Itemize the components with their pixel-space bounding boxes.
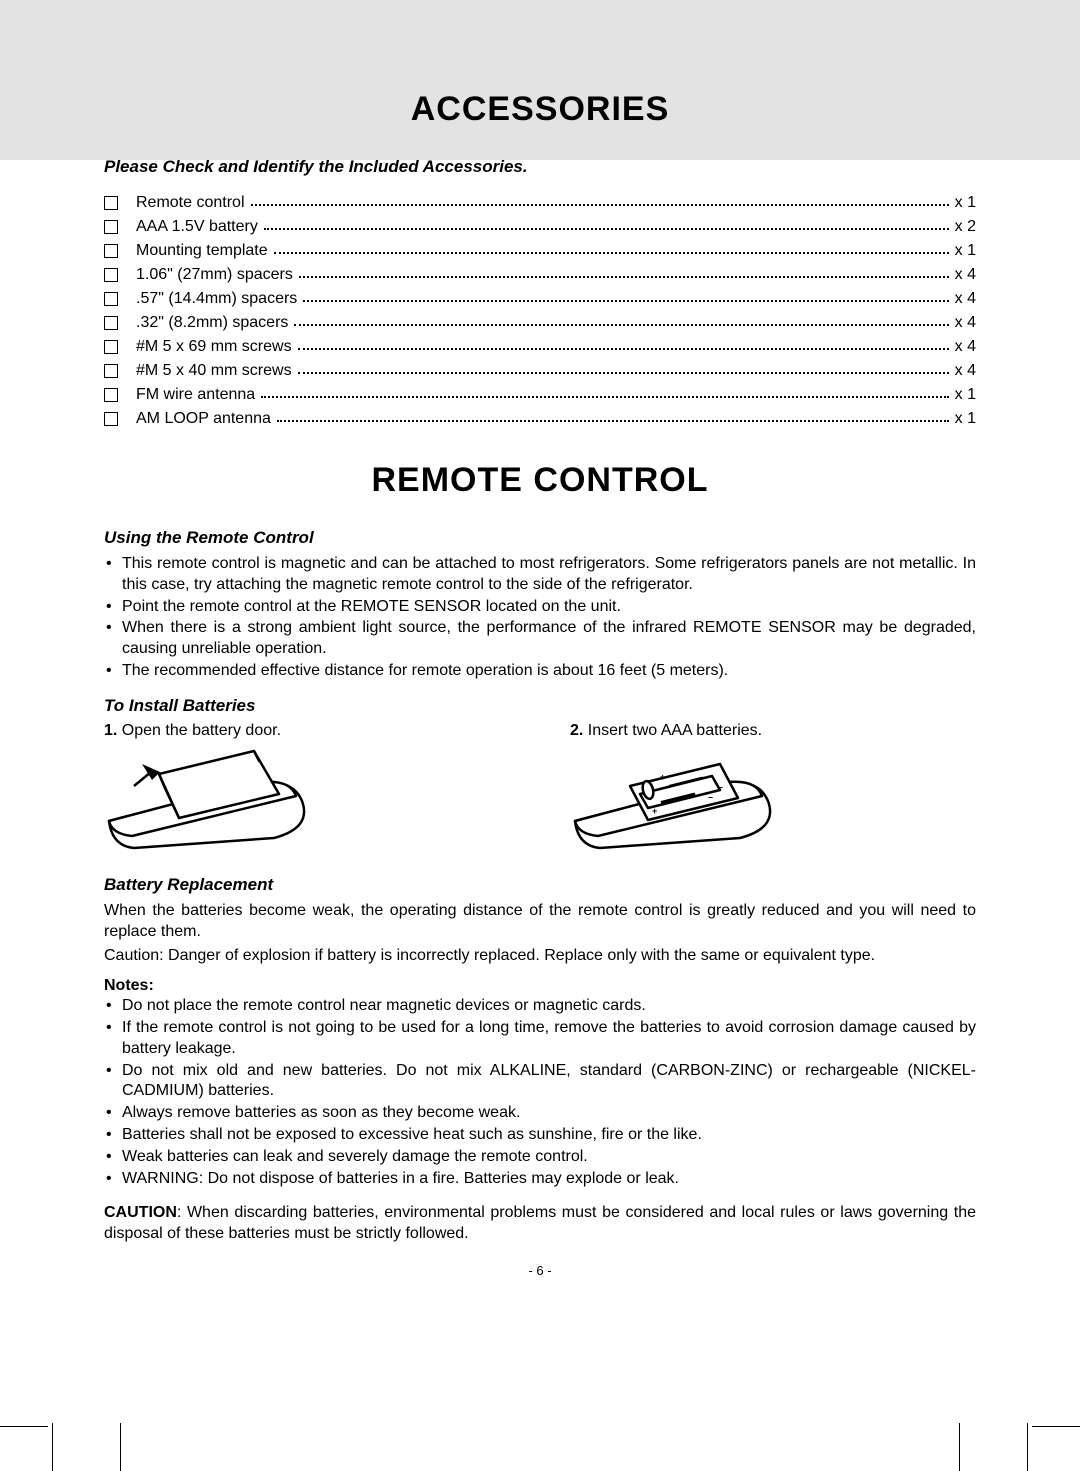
accessory-label: AM LOOP antenna (136, 410, 271, 428)
accessory-label: .32" (8.2mm) spacers (136, 314, 288, 332)
remote-heading: REMOTE CONTROL (104, 461, 976, 500)
accessory-qty: x 4 (955, 362, 976, 380)
accessories-list: Remote control x 1AAA 1.5V battery x 2Mo… (104, 191, 976, 431)
caution-para: CAUTION: When discarding batteries, envi… (104, 1203, 976, 1245)
accessory-label: #M 5 x 40 mm screws (136, 362, 292, 380)
list-item: If the remote control is not going to be… (104, 1018, 976, 1060)
battery-replacement-para-1: When the batteries become weak, the oper… (104, 901, 976, 943)
battery-replacement-subhead: Battery Replacement (104, 875, 976, 895)
list-item: Weak batteries can leak and severely dam… (104, 1147, 976, 1168)
remote-insert-illustration: + – + – (570, 740, 976, 861)
install-steps: 1. Open the battery door. (104, 722, 976, 861)
checkbox-icon (104, 244, 118, 258)
leader-dots (299, 268, 949, 278)
list-item: Batteries shall not be exposed to excess… (104, 1125, 976, 1146)
accessory-label: #M 5 x 69 mm screws (136, 338, 292, 356)
list-item: When there is a strong ambient light sou… (104, 618, 976, 660)
notes-list: Do not place the remote control near mag… (104, 996, 976, 1189)
accessory-qty: x 4 (955, 266, 976, 284)
checkbox-icon (104, 412, 118, 426)
caution-text: : When discarding batteries, environment… (104, 1204, 976, 1242)
accessory-qty: x 2 (955, 218, 976, 236)
using-remote-list: This remote control is magnetic and can … (104, 554, 976, 682)
accessory-qty: x 1 (955, 194, 976, 212)
content-area: ACCESSORIES Please Check and Identify th… (104, 90, 976, 1278)
accessory-qty: x 1 (955, 410, 976, 428)
caution-label: CAUTION (104, 1204, 177, 1221)
svg-text:–: – (708, 792, 713, 802)
step-text: Open the battery door. (117, 722, 281, 739)
crop-mark (120, 1423, 121, 1471)
accessory-qty: x 4 (955, 338, 976, 356)
page: ACCESSORIES Please Check and Identify th… (0, 0, 1080, 1471)
crop-mark (1032, 1426, 1080, 1427)
checkbox-icon (104, 364, 118, 378)
checkbox-icon (104, 220, 118, 234)
accessory-label: 1.06" (27mm) spacers (136, 266, 293, 284)
accessory-label: Mounting template (136, 242, 268, 260)
accessory-label: AAA 1.5V battery (136, 218, 258, 236)
list-item: Always remove batteries as soon as they … (104, 1103, 976, 1124)
accessory-label: Remote control (136, 194, 245, 212)
accessory-row: FM wire antenna x 1 (104, 383, 976, 407)
using-remote-subhead: Using the Remote Control (104, 528, 976, 548)
list-item: Point the remote control at the REMOTE S… (104, 597, 976, 618)
accessory-label: .57" (14.4mm) spacers (136, 290, 297, 308)
leader-dots (264, 220, 949, 230)
accessory-row: .32" (8.2mm) spacers x 4 (104, 311, 976, 335)
accessory-row: Mounting template x 1 (104, 239, 976, 263)
accessory-row: AM LOOP antenna x 1 (104, 407, 976, 431)
svg-text:+: + (660, 772, 665, 782)
accessory-row: 1.06" (27mm) spacers x 4 (104, 263, 976, 287)
crop-mark (0, 1426, 48, 1427)
leader-dots (251, 196, 949, 206)
accessory-row: Remote control x 1 (104, 191, 976, 215)
install-step-2: 2. Insert two AAA batteries. (570, 722, 976, 861)
install-step-1: 1. Open the battery door. (104, 722, 510, 861)
accessory-qty: x 4 (955, 290, 976, 308)
accessory-qty: x 1 (955, 386, 976, 404)
step-text: Insert two AAA batteries. (583, 722, 762, 739)
svg-text:–: – (718, 782, 723, 792)
crop-mark (1027, 1423, 1028, 1471)
step-number: 2. (570, 722, 583, 739)
crop-mark (52, 1423, 53, 1471)
accessory-qty: x 1 (955, 242, 976, 260)
leader-dots (303, 292, 948, 302)
checkbox-icon (104, 340, 118, 354)
accessory-row: .57" (14.4mm) spacers x 4 (104, 287, 976, 311)
accessory-qty: x 4 (955, 314, 976, 332)
accessories-subhead: Please Check and Identify the Included A… (104, 157, 976, 177)
checkbox-icon (104, 388, 118, 402)
notes-heading: Notes: (104, 977, 976, 995)
accessories-heading: ACCESSORIES (104, 90, 976, 129)
checkbox-icon (104, 196, 118, 210)
remote-open-illustration (104, 740, 510, 861)
battery-replacement-para-2: Caution: Danger of explosion if battery … (104, 946, 976, 967)
leader-dots (298, 340, 949, 350)
checkbox-icon (104, 316, 118, 330)
accessory-label: FM wire antenna (136, 386, 255, 404)
list-item: WARNING: Do not dispose of batteries in … (104, 1169, 976, 1190)
list-item: Do not mix old and new batteries. Do not… (104, 1061, 976, 1103)
step-number: 1. (104, 722, 117, 739)
leader-dots (277, 412, 949, 422)
list-item: The recommended effective distance for r… (104, 661, 976, 682)
accessory-row: #M 5 x 69 mm screws x 4 (104, 335, 976, 359)
page-number: - 6 - (104, 1263, 976, 1278)
leader-dots (294, 316, 948, 326)
leader-dots (274, 244, 949, 254)
accessory-row: #M 5 x 40 mm screws x 4 (104, 359, 976, 383)
svg-text:+: + (652, 806, 657, 816)
checkbox-icon (104, 268, 118, 282)
install-batteries-subhead: To Install Batteries (104, 696, 976, 716)
crop-mark (959, 1423, 960, 1471)
accessory-row: AAA 1.5V battery x 2 (104, 215, 976, 239)
checkbox-icon (104, 292, 118, 306)
leader-dots (261, 388, 948, 398)
list-item: Do not place the remote control near mag… (104, 996, 976, 1017)
list-item: This remote control is magnetic and can … (104, 554, 976, 596)
leader-dots (298, 364, 949, 374)
